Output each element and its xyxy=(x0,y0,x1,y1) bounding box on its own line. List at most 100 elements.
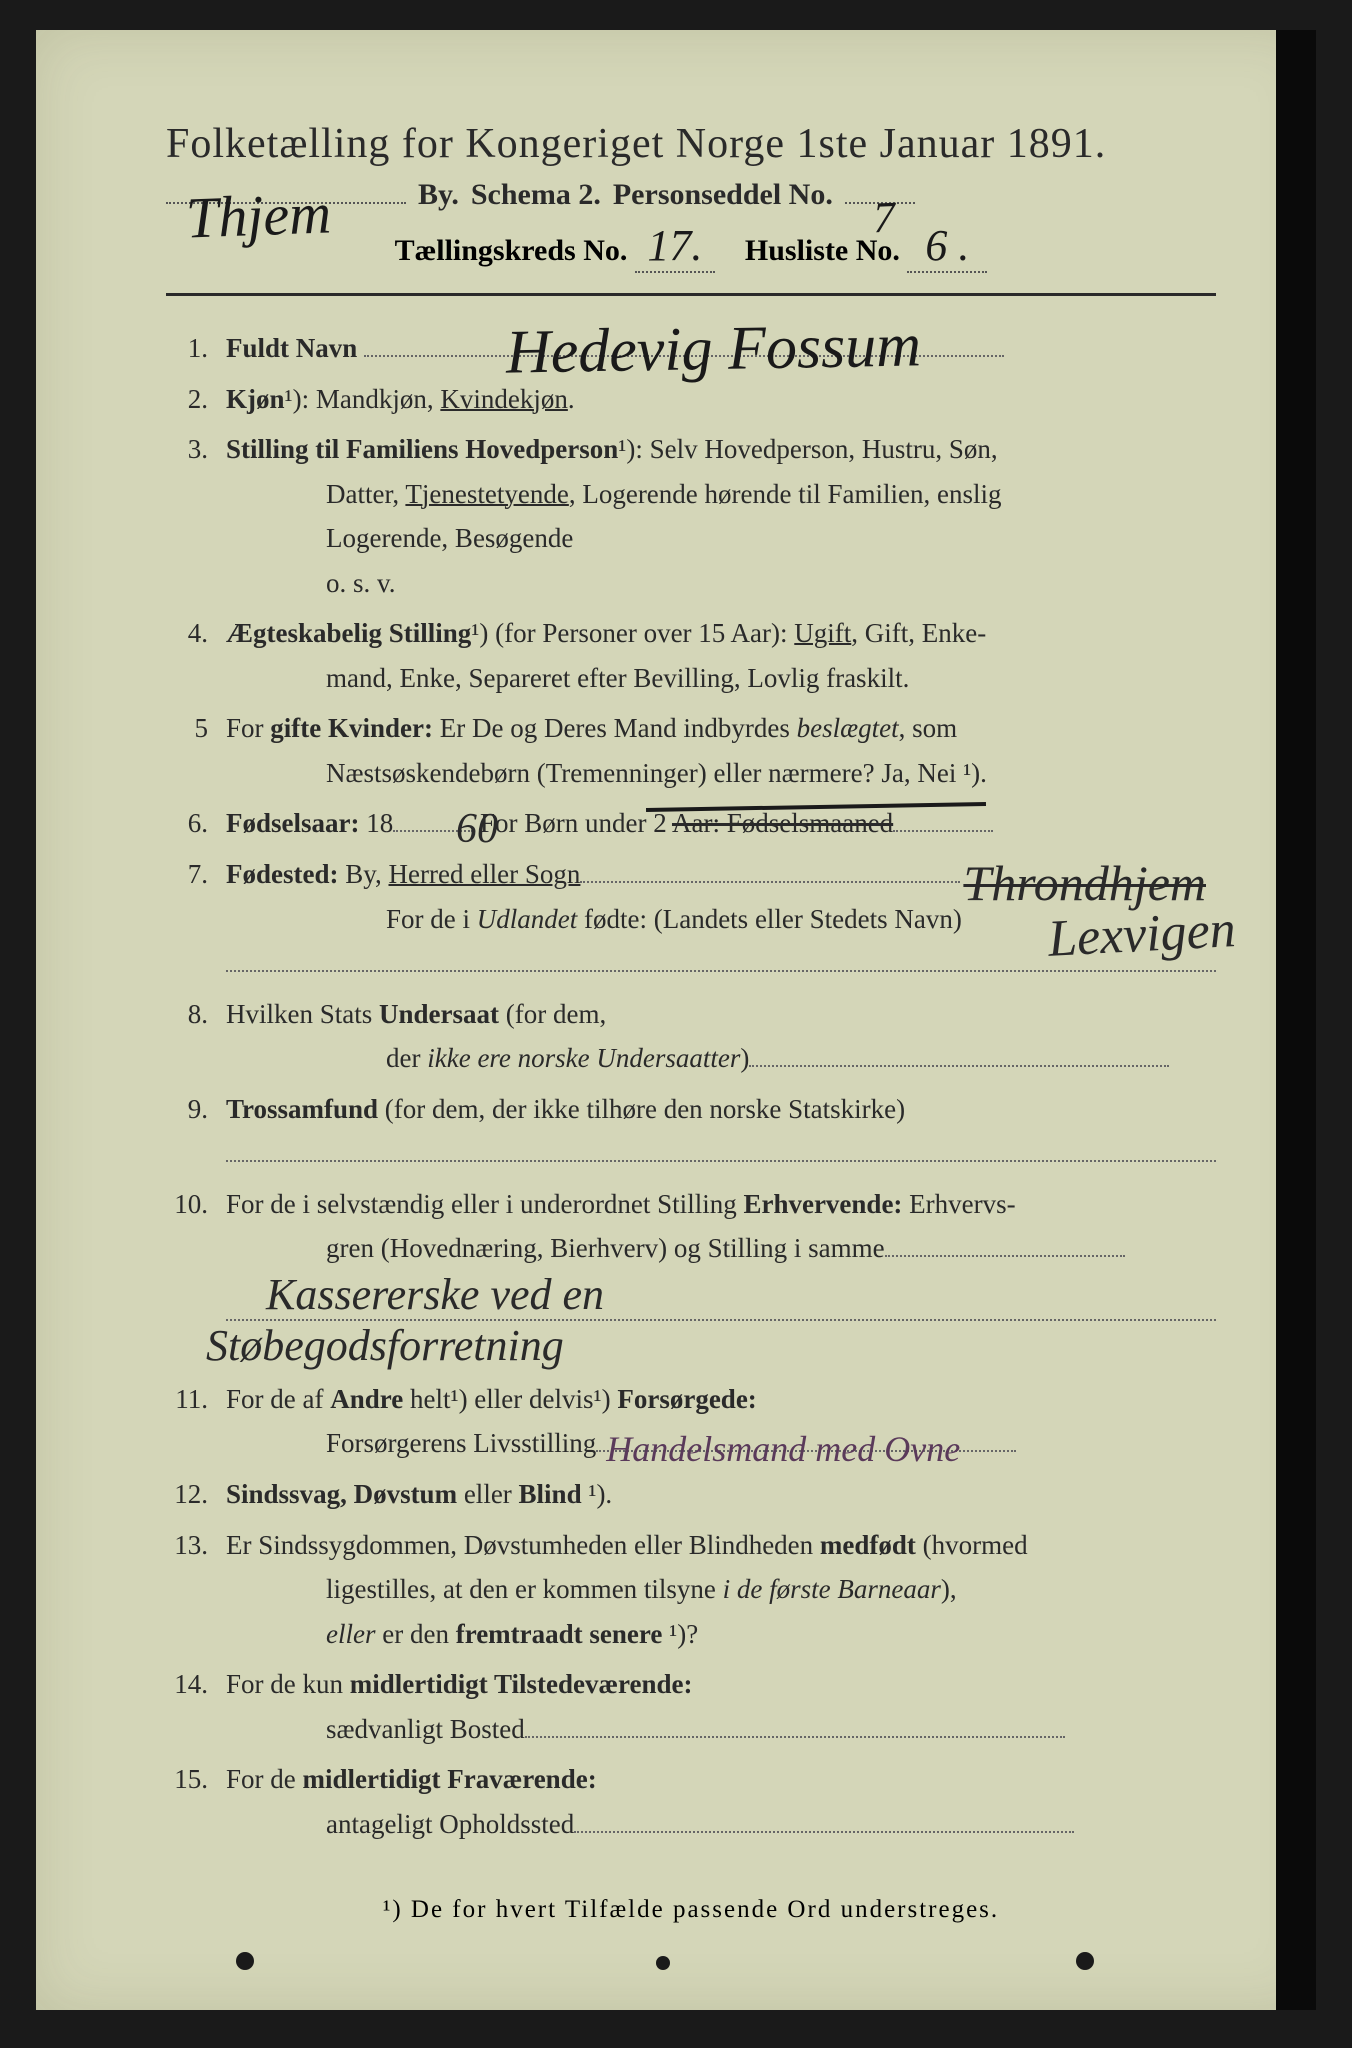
item-num: 12. xyxy=(166,1472,226,1517)
header-row-1: Thjem By. Schema 2. Personseddel No. 7 xyxy=(166,178,1216,212)
item-num: 8. xyxy=(166,992,226,1081)
label-aegteskab: Ægteskabelig Stilling xyxy=(226,618,471,648)
label-gifte-kvinder: gifte Kvinder: xyxy=(270,713,433,743)
text: Er De og Deres Mand indbyrdes xyxy=(433,713,797,743)
punch-hole-icon xyxy=(236,1952,254,1970)
indent: eller er den fremtraadt senere ¹)? xyxy=(226,1619,698,1649)
occupation-field: Kassererske ved en xyxy=(226,1271,1216,1321)
text: ¹): Mandkjøn, xyxy=(285,384,441,414)
indent: der ikke ere norske Undersaatter) xyxy=(226,1043,749,1073)
item-content: Hvilken Stats Undersaat (for dem, der ik… xyxy=(226,992,1216,1081)
label-andre: Andre xyxy=(330,1384,403,1414)
item-num: 9. xyxy=(166,1087,226,1176)
item-num: 3. xyxy=(166,427,226,605)
schema-label: Schema 2. xyxy=(471,178,601,212)
item-num: 2. xyxy=(166,377,226,422)
handwritten-provider: Handelsmand med Ovne xyxy=(606,1420,960,1479)
text: der xyxy=(386,1043,427,1073)
tallingskreds-label: Tællingskreds No. xyxy=(395,234,628,267)
label-forsorgede: Forsørgede: xyxy=(617,1384,756,1414)
label-medfodt: medfødt xyxy=(820,1530,916,1560)
item-num: 15. xyxy=(166,1757,226,1846)
item-content: Er Sindssygdommen, Døvstumheden eller Bl… xyxy=(226,1523,1216,1657)
text: (for dem, der ikke tilhøre den norske St… xyxy=(378,1094,905,1124)
label-erhvervende: Erhvervende: xyxy=(743,1189,902,1219)
text: ¹): Selv Hovedperson, Hustru, Søn, xyxy=(618,434,997,464)
item-content: For de kun midlertidigt Tilstedeværende:… xyxy=(226,1662,1216,1751)
italic-ikke-norske: ikke ere norske Undersaatter xyxy=(427,1043,740,1073)
document-title: Folketælling for Kongeriget Norge 1ste J… xyxy=(166,120,1216,168)
item-1: 1. Fuldt Navn Hedevig Fossum xyxy=(166,326,1216,371)
text: Er Sindssygdommen, Døvstumheden eller Bl… xyxy=(226,1530,820,1560)
label-fremtraadt: fremtraadt senere xyxy=(456,1619,663,1649)
item-content: Fødested: By, Herred eller Sogn Throndhj… xyxy=(226,852,1216,986)
provider-field: Handelsmand med Ovne xyxy=(596,1450,1016,1452)
text: , Logerende hørende til Familien, enslig xyxy=(569,479,1002,509)
text: ¹) (for Personer over 15 Aar): xyxy=(471,618,794,648)
text: For de kun xyxy=(226,1669,350,1699)
form-body: 1. Fuldt Navn Hedevig Fossum 2. Kjøn¹): … xyxy=(166,326,1216,1846)
text: fødte: (Landets eller Stedets Navn) xyxy=(577,904,962,934)
text: antageligt Opholdssted xyxy=(226,1809,574,1839)
husliste-field: 6 . xyxy=(907,220,987,273)
item-content: Fuldt Navn Hedevig Fossum xyxy=(226,326,1216,371)
punch-hole-icon xyxy=(1076,1952,1094,1970)
tjenestetyende-underlined: Tjenestetyende xyxy=(405,479,568,509)
husliste-label: Husliste No. xyxy=(745,234,900,267)
text: Forsørgerens Livsstilling xyxy=(226,1428,596,1458)
dotted-line xyxy=(574,1831,1074,1833)
label-blind: Blind xyxy=(519,1479,582,1509)
text: ), xyxy=(941,1574,957,1604)
personseddel-label: Personseddel No. xyxy=(613,178,833,212)
text: For de af xyxy=(226,1384,330,1414)
italic-udlandet: Udlandet xyxy=(477,904,578,934)
item-content: Ægteskabelig Stilling¹) (for Personer ov… xyxy=(226,611,1216,700)
text: For Børn under 2 xyxy=(473,808,672,838)
item-content: For de i selvstændig eller i underordnet… xyxy=(226,1182,1216,1371)
tallingskreds-field: 17. xyxy=(635,220,715,273)
text: Hvilken Stats xyxy=(226,999,379,1029)
kvindekjon-underlined: Kvindekjøn xyxy=(440,384,568,414)
city-field: Thjem xyxy=(166,202,406,204)
item-num: 13. xyxy=(166,1523,226,1657)
item-2: 2. Kjøn¹): Mandkjøn, Kvindekjøn. xyxy=(166,377,1216,422)
text: . xyxy=(568,384,575,414)
struck-text: Aar: Fødselsmaaned xyxy=(672,808,893,838)
item-3: 3. Stilling til Familiens Hovedperson¹):… xyxy=(166,427,1216,605)
item-14: 14. For de kun midlertidigt Tilstedevære… xyxy=(166,1662,1216,1751)
item-content: For gifte Kvinder: Er De og Deres Mand i… xyxy=(226,706,1216,795)
italic-eller: eller xyxy=(326,1619,375,1649)
item-num: 6. xyxy=(166,801,226,846)
item-15: 15. For de midlertidigt Fraværende: anta… xyxy=(166,1757,1216,1846)
dotted-line xyxy=(226,1160,1216,1162)
item-13: 13. Er Sindssygdommen, Døvstumheden elle… xyxy=(166,1523,1216,1657)
dotted-line xyxy=(525,1736,1065,1738)
label-kjon: Kjøn xyxy=(226,384,285,414)
item-5: 5 For gifte Kvinder: Er De og Deres Mand… xyxy=(166,706,1216,795)
item-num: 1. xyxy=(166,326,226,371)
divider-line xyxy=(166,293,1216,296)
label-fravaerende: midlertidigt Fraværende: xyxy=(303,1764,597,1794)
italic-beslaegtet: beslægtet xyxy=(797,713,899,743)
text: (for dem, xyxy=(499,999,606,1029)
text: sædvanligt Bosted xyxy=(226,1714,525,1744)
text: For de i xyxy=(386,904,477,934)
ugift-underlined: Ugift xyxy=(794,618,851,648)
label-trossamfund: Trossamfund xyxy=(226,1094,378,1124)
text: For de i selvstændig eller i underordnet… xyxy=(226,1189,743,1219)
text: ¹). xyxy=(582,1479,613,1509)
item-content: For de af Andre helt¹) eller delvis¹) Fo… xyxy=(226,1377,1216,1466)
text: (hvormed xyxy=(916,1530,1028,1560)
item-content: Sindssvag, Døvstum eller Blind ¹). xyxy=(226,1472,1216,1517)
item-11: 11. For de af Andre helt¹) eller delvis¹… xyxy=(166,1377,1216,1466)
by-label: By. xyxy=(418,178,459,212)
text: er den xyxy=(375,1619,455,1649)
text: ) xyxy=(740,1043,749,1073)
text: ¹)? xyxy=(662,1619,698,1649)
item-content: For de midlertidigt Fraværende: antageli… xyxy=(226,1757,1216,1846)
text: mand, Enke, Separeret efter Bevilling, L… xyxy=(226,663,909,693)
item-num: 5 xyxy=(166,706,226,795)
item-12: 12. Sindssvag, Døvstum eller Blind ¹). xyxy=(166,1472,1216,1517)
label-fodselsaar: Fødselsaar: xyxy=(226,808,359,838)
item-num: 7. xyxy=(166,852,226,986)
